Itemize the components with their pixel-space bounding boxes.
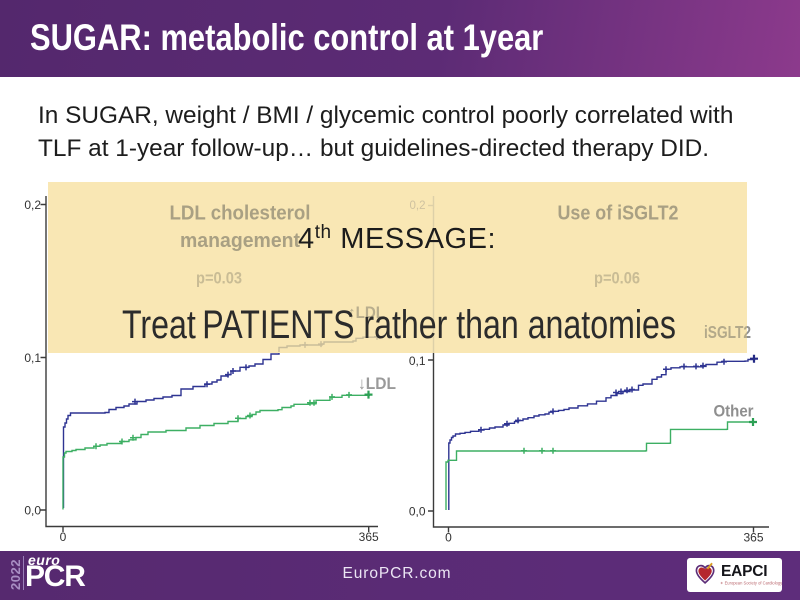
svg-text:management: management: [180, 230, 300, 252]
svg-text:Use of iSGLT2: Use of iSGLT2: [558, 203, 679, 225]
svg-text:iSGLT2: iSGLT2: [704, 322, 751, 342]
svg-text:0,0: 0,0: [409, 505, 426, 519]
svg-text:0,2: 0,2: [24, 198, 41, 212]
svg-text:p=0.06: p=0.06: [594, 270, 640, 288]
svg-text:365: 365: [359, 530, 379, 544]
svg-text:iSGLT2: iSGLT2: [704, 322, 751, 342]
svg-text:365: 365: [743, 531, 763, 545]
svg-text:0,1: 0,1: [24, 351, 41, 365]
svg-text:Other: Other: [714, 402, 754, 421]
svg-text:0: 0: [60, 530, 67, 544]
svg-text:↑LDL: ↑LDL: [348, 304, 385, 322]
svg-text:0,2: 0,2: [410, 200, 426, 212]
svg-text:0,1: 0,1: [409, 354, 426, 368]
svg-text:0: 0: [445, 531, 452, 545]
svg-text:LDL cholesterol: LDL cholesterol: [170, 203, 311, 225]
svg-text:↓LDL: ↓LDL: [358, 374, 396, 393]
svg-text:0,0: 0,0: [24, 504, 41, 518]
svg-text:p=0.03: p=0.03: [196, 270, 242, 288]
